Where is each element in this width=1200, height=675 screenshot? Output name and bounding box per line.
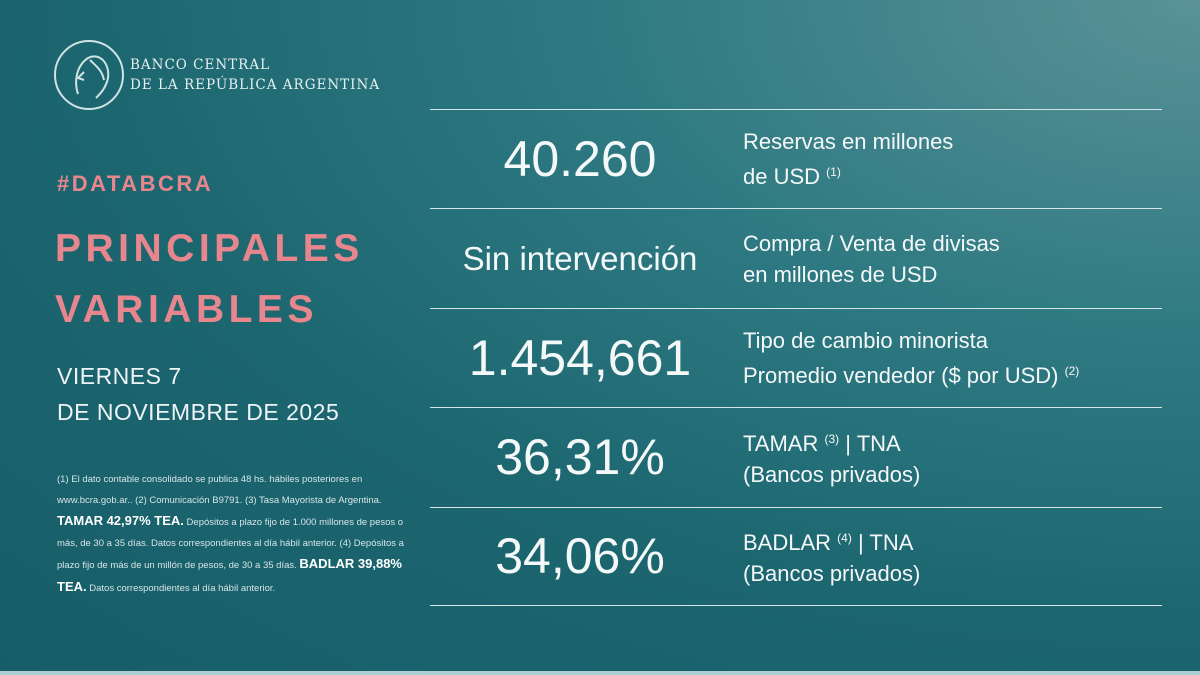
value: 1.454,661 xyxy=(468,329,692,386)
label: TAMAR xyxy=(743,431,819,457)
footnote-ref: (4) xyxy=(837,531,852,546)
variables-table: 40.260 Reservas en millones de USD (1) Si… xyxy=(430,109,1162,606)
date-line-2: DE NOVIEMBRE DE 2025 xyxy=(57,399,340,425)
footnotes: (1) El dato contable consolidado se publ… xyxy=(57,470,419,599)
logo-line-1: BANCO CENTRAL xyxy=(130,57,271,73)
bcra-logo: BANCO CENTRAL DE LA REPÚBLICA ARGENTINA xyxy=(54,40,380,110)
value: 40.260 xyxy=(503,131,657,188)
value: 34,06% xyxy=(495,528,665,585)
date: VIERNES 7 DE NOVIEMBRE DE 2025 xyxy=(57,358,339,430)
page-title: PRINCIPALES VARIABLES xyxy=(55,218,364,340)
row-tipo-cambio: 1.454,661 Tipo de cambio minorista Promed… xyxy=(430,307,1162,407)
row-tamar: 36,31% TAMAR (3) | TNA (Bancos privados) xyxy=(430,407,1162,506)
footnote-ref: (3) xyxy=(824,432,840,447)
label: Tipo de cambio minorista xyxy=(743,327,988,353)
label: (Bancos privados) xyxy=(743,561,921,587)
row-badlar: 34,06% BADLAR (4) | TNA (Bancos privados) xyxy=(430,506,1162,606)
bottom-bar xyxy=(0,671,1200,675)
note-text: (1) El dato contable consolidado se publ… xyxy=(57,474,382,506)
title-line-2: VARIABLES xyxy=(55,288,318,331)
label: en millones de USD xyxy=(743,261,938,287)
label: Promedio vendedor ($ por USD) xyxy=(743,362,1059,388)
label: | TNA xyxy=(857,530,914,556)
note-text: Depósitos a plazo fijo de 1.000 millones… xyxy=(57,517,404,571)
footnote-ref: (2) xyxy=(1064,363,1080,378)
label: BADLAR xyxy=(743,530,832,556)
note-text: Datos correspondientes al día hábil ante… xyxy=(86,582,276,594)
value: 36,31% xyxy=(495,429,665,486)
label: Compra / Venta de divisas xyxy=(743,230,1000,256)
footnote-ref: (1) xyxy=(826,165,841,180)
title-line-1: PRINCIPALES xyxy=(55,227,364,270)
row-compra-venta: Sin intervención Compra / Venta de divis… xyxy=(430,208,1162,307)
logo-line-2: DE LA REPÚBLICA ARGENTINA xyxy=(130,77,381,93)
label: de USD xyxy=(743,164,821,190)
label: (Bancos privados) xyxy=(743,462,921,488)
label: Reservas en millones xyxy=(743,129,954,155)
value: Sin intervención xyxy=(462,239,698,277)
badlar-tea: BADLAR 39,88% TEA. xyxy=(57,556,402,594)
seal-icon xyxy=(54,40,124,110)
tamar-tea: TAMAR 42,97% TEA. xyxy=(57,513,184,528)
date-line-1: VIERNES 7 xyxy=(57,363,182,389)
row-reservas: 40.260 Reservas en millones de USD (1) xyxy=(430,109,1162,208)
hashtag: #DATABCRA xyxy=(57,171,214,196)
label: | TNA xyxy=(845,431,901,457)
